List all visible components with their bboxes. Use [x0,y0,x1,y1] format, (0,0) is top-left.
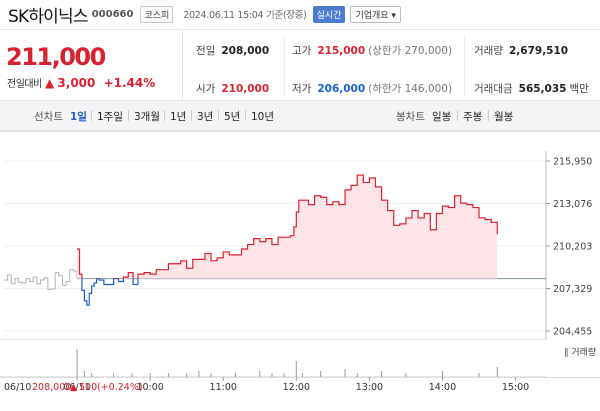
divider [128,110,129,121]
stat-label: 고가 [292,45,312,57]
timestamp: 2024.06.11 15:04 기준(장중) [183,10,307,21]
chart-tabs: 선차트 1일 1주일 3개월 1년 3년 5년 10년 봉차트 일봉 주봉 월봉 [0,101,600,131]
tab-10y[interactable]: 10년 [251,111,275,123]
stat-sub: (상한가 270,000) [368,45,453,57]
stat-label: 거래대금 [474,83,513,95]
tab-monthly[interactable]: 월봉 [494,111,514,123]
tab-weekly[interactable]: 주봉 [463,111,483,123]
tab-line-chart[interactable]: 선차트 [34,111,63,123]
x-tick-label: 12:00 [283,382,310,393]
stat-value: 208,000 [221,45,270,57]
stat-label: 거래량 [474,45,503,57]
stat-low: 저가 206,000 (하한가 146,000) [292,81,452,96]
stat-label: 저가 [292,83,312,95]
price-chart[interactable]: 215,950 213,076 210,203 207,329 204,455 ∥ 거래량… [0,131,600,411]
stat-open: 시가 210,000 [196,81,269,96]
divider [488,110,489,121]
market-badge: 코스피 [140,5,174,23]
tab-1w[interactable]: 1주일 [97,111,124,123]
change-percent: +1.44% [103,76,156,90]
tab-3y[interactable]: 3년 [197,111,214,123]
change-label: 전일대비 [7,79,42,90]
x-tick-label: 13:00 [356,382,383,393]
divider [191,110,192,121]
current-price: 211,000 [6,43,106,71]
divider [164,110,165,121]
y-tick-label: 207,329 [553,284,592,295]
today-line-up [77,174,498,279]
divider [91,110,92,121]
stat-volume: 거래량 2,679,510 [474,43,568,58]
divider [245,110,246,121]
x-tick-label: 06/11 [63,382,90,393]
footer-change-percent: (+0.24%) [97,382,143,393]
x-tick-label: 10:00 [136,382,163,393]
stat-unit: 백만 [569,83,589,95]
footer-up-arrow-icon: ▲ [70,382,78,393]
y-tick-label: 204,455 [553,327,592,338]
stat-prev-close: 전일 208,000 [196,43,269,58]
stat-high: 고가 215,000 (상한가 270,000) [292,43,452,58]
tab-daily[interactable]: 일봉 [432,111,452,123]
price-change: 전일대비 ▲ 3,000 +1.44% [7,75,155,90]
stock-name[interactable]: SK하이닉스 [8,6,89,27]
tab-3m[interactable]: 3개월 [134,111,161,123]
divider [284,36,285,96]
stat-value: 565,035 [518,83,567,95]
footer-date: 06/10 [4,382,31,393]
live-button[interactable]: 실시간 [312,5,346,23]
stat-value: 210,000 [221,83,270,95]
stat-value: 215,000 [317,45,366,57]
tab-1d[interactable]: 1일 [70,111,87,123]
company-overview-button[interactable]: 기업개요 ▾ [350,5,401,23]
change-amount: 3,000 [57,76,96,90]
stat-turnover: 거래대금 565,035 백만 [474,81,595,96]
footer-change: 500 [79,382,97,393]
stat-value: 206,000 [317,83,366,95]
price-box: 211,000 전일대비 ▲ 3,000 +1.44% [0,29,183,101]
y-tick-label: 210,203 [553,242,592,253]
stat-label: 전일 [196,45,216,57]
up-arrow-icon: ▲ [45,76,55,90]
divider [218,110,219,121]
y-tick-label: 213,076 [553,199,592,210]
stat-sub: (하한가 146,000) [368,83,453,95]
divider [464,36,465,96]
y-tick-label: 215,950 [553,157,592,168]
x-tick-label: 15:00 [502,382,529,393]
tab-1y[interactable]: 1년 [170,111,187,123]
x-tick-label: 11:00 [210,382,237,393]
tab-5y[interactable]: 5년 [224,111,241,123]
previous-day-line [4,269,78,291]
stock-header: SK하이닉스 000660 코스피 2024.06.11 15:04 기준(장중… [0,0,600,28]
x-tick-label: 14:00 [429,382,456,393]
stats-panel: 전일 208,000 시가 210,000 고가 215,000 (상한가 270,00… [184,29,600,101]
today-line-down [81,278,139,306]
footer-price: 208,000 [32,382,71,393]
stat-label: 시가 [196,83,216,95]
tab-candle-chart[interactable]: 봉차트 [396,111,425,123]
volume-label: ∥ 거래량 [564,346,596,358]
stat-value: 2,679,510 [508,45,569,57]
divider [457,110,458,121]
stock-code: 000660 [91,8,134,20]
today-area-fill [77,175,498,279]
